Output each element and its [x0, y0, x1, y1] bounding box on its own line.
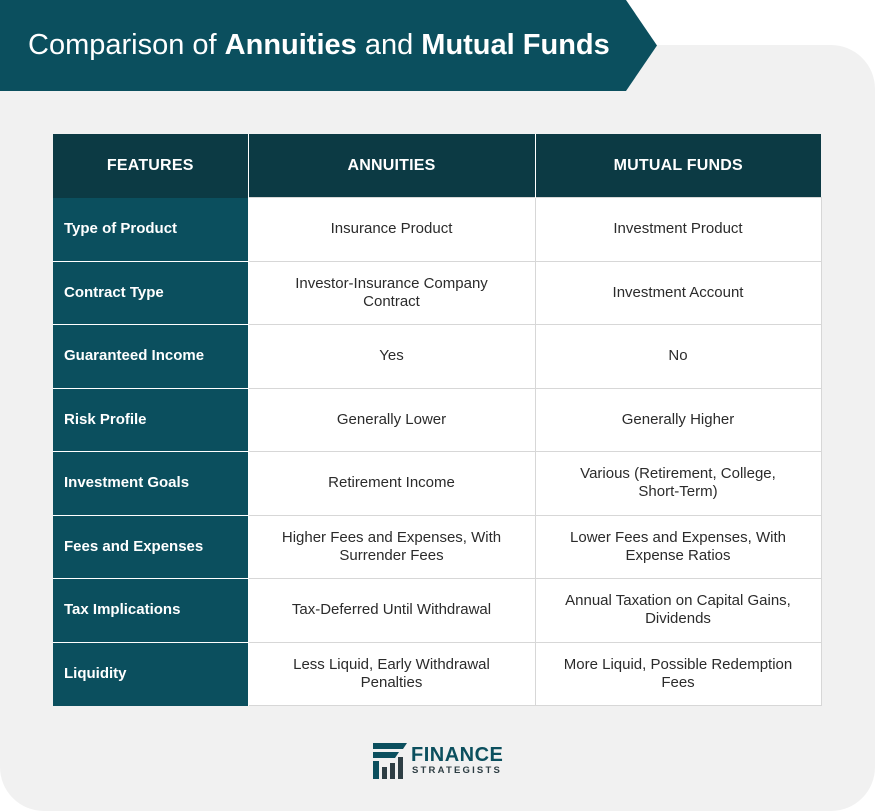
table-header-row: FEATURES ANNUITIES MUTUAL FUNDS — [53, 134, 821, 198]
feature-label: Liquidity — [53, 642, 249, 706]
feature-label: Fees and Expenses — [53, 515, 249, 579]
mutual-funds-cell: No — [534, 324, 822, 389]
table-row: Risk Profile Generally Lower Generally H… — [53, 387, 822, 452]
finance-strategists-logo-icon — [373, 743, 407, 779]
annuities-cell: Insurance Product — [247, 197, 536, 262]
title-banner: Comparison of Annuities and Mutual Funds — [0, 0, 657, 91]
feature-label: Guaranteed Income — [53, 324, 249, 389]
mutual-funds-cell: Investment Product — [534, 197, 822, 262]
table-row: Investment Goals Retirement Income Vario… — [53, 451, 822, 516]
comparison-table: FEATURES ANNUITIES MUTUAL FUNDS Type of … — [53, 134, 822, 706]
page-title: Comparison of Annuities and Mutual Funds — [28, 29, 610, 61]
annuities-cell: Retirement Income — [247, 451, 536, 516]
column-header-mutual-funds: MUTUAL FUNDS — [535, 134, 821, 198]
table-row: Type of Product Insurance Product Invest… — [53, 197, 822, 262]
logo-text-finance: FINANCE — [411, 744, 504, 766]
logo-text-strategists: STRATEGISTS — [412, 765, 502, 776]
annuities-cell: Higher Fees and Expenses, With Surrender… — [247, 514, 536, 579]
feature-label: Tax Implications — [53, 578, 249, 643]
mutual-funds-cell: Generally Higher — [534, 387, 822, 452]
feature-label: Type of Product — [53, 197, 249, 262]
column-header-features: FEATURES — [53, 134, 249, 198]
mutual-funds-cell: Various (Retirement, College, Short-Term… — [534, 451, 822, 516]
mutual-funds-cell: Investment Account — [534, 260, 822, 325]
mutual-funds-cell: Annual Taxation on Capital Gains, Divide… — [534, 578, 822, 643]
table-row: Liquidity Less Liquid, Early Withdrawal … — [53, 641, 822, 706]
finance-strategists-logo: FINANCE STRATEGISTS — [373, 743, 513, 779]
annuities-cell: Yes — [247, 324, 536, 389]
annuities-cell: Tax-Deferred Until Withdrawal — [247, 578, 536, 643]
column-header-annuities: ANNUITIES — [248, 134, 536, 198]
table-row: Contract Type Investor-Insurance Company… — [53, 260, 822, 325]
table-row: Tax Implications Tax-Deferred Until With… — [53, 578, 822, 643]
table-row: Fees and Expenses Higher Fees and Expens… — [53, 514, 822, 579]
annuities-cell: Less Liquid, Early Withdrawal Penalties — [247, 641, 536, 706]
table-row: Guaranteed Income Yes No — [53, 324, 822, 389]
annuities-cell: Generally Lower — [247, 387, 536, 452]
annuities-cell: Investor-Insurance Company Contract — [247, 260, 536, 325]
mutual-funds-cell: More Liquid, Possible Redemption Fees — [534, 641, 822, 706]
feature-label: Contract Type — [53, 261, 249, 325]
feature-label: Investment Goals — [53, 451, 249, 516]
mutual-funds-cell: Lower Fees and Expenses, With Expense Ra… — [534, 514, 822, 579]
feature-label: Risk Profile — [53, 388, 249, 452]
